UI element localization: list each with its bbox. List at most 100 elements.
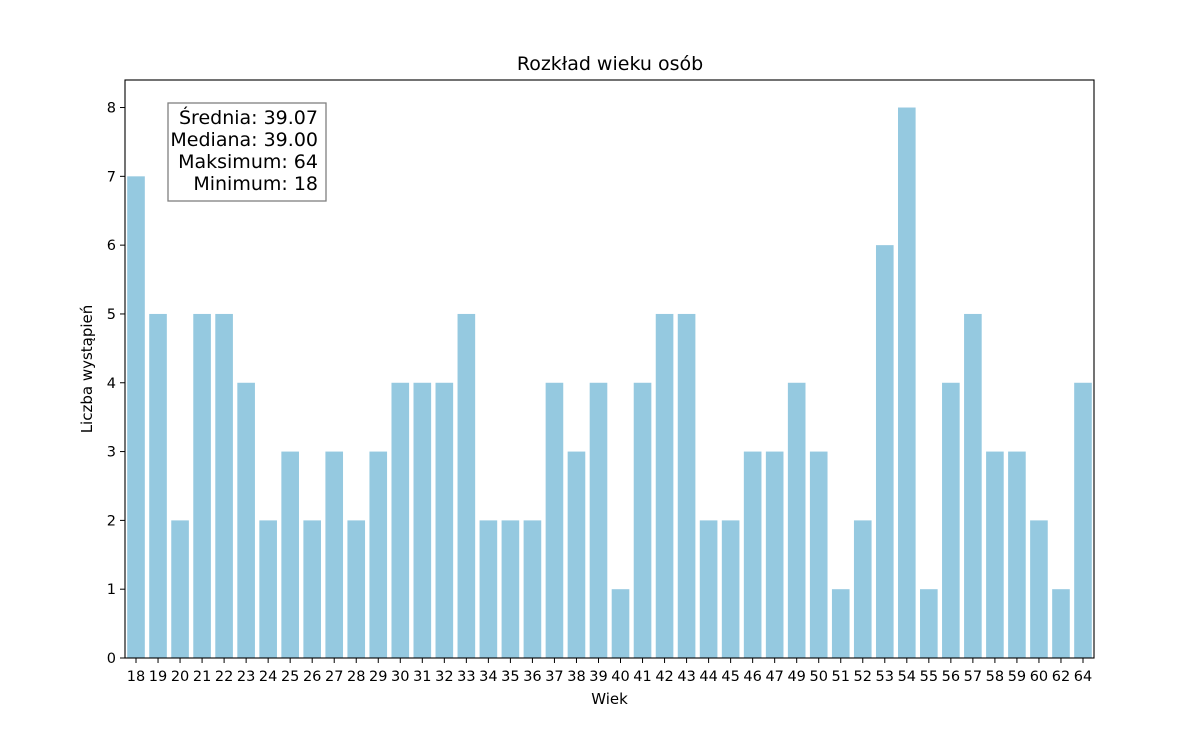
- x-tick-label: 26: [303, 669, 321, 685]
- bar-37: [545, 382, 564, 658]
- bar-36: [523, 520, 542, 658]
- x-tick-label: 46: [743, 669, 761, 685]
- stats-min: Minimum: 18: [193, 173, 318, 195]
- x-tick-label: 53: [876, 669, 894, 685]
- x-tick-label: 51: [832, 669, 850, 685]
- y-tick-label: 7: [107, 169, 116, 185]
- bar-55: [920, 589, 938, 658]
- x-tick-label: 57: [964, 669, 982, 685]
- y-tick-label: 1: [107, 582, 116, 598]
- bar-41: [633, 382, 652, 658]
- bar-39: [589, 382, 608, 658]
- x-tick-label: 37: [545, 669, 563, 685]
- x-tick-label: 64: [1074, 669, 1092, 685]
- x-tick-label: 18: [127, 669, 145, 685]
- y-axis-label: Liczba wystąpień: [78, 305, 96, 434]
- bar-26: [303, 520, 321, 658]
- x-tick-label: 52: [854, 669, 872, 685]
- bar-44: [699, 520, 718, 658]
- chart-title: Rozkład wieku osób: [517, 53, 703, 75]
- bar-27: [325, 451, 344, 658]
- x-tick-label: 42: [655, 669, 673, 685]
- x-tick-label: 56: [942, 669, 960, 685]
- x-tick-label: 58: [986, 669, 1004, 685]
- stats-mean: Średnia: 39.07: [179, 105, 318, 129]
- bar-29: [369, 451, 388, 658]
- x-axis-label: Wiek: [591, 690, 628, 708]
- stats-box: Średnia: 39.07 Mediana: 39.00 Maksimum: …: [167, 102, 327, 202]
- x-tick-label: 36: [523, 669, 541, 685]
- x-tick-label: 39: [589, 669, 607, 685]
- bar-57: [964, 313, 982, 658]
- y-tick-label: 8: [107, 101, 116, 117]
- x-tick-label: 59: [1008, 669, 1026, 685]
- x-tick-label: 22: [215, 669, 233, 685]
- y-axis-ticks: 0 1 2 3 4 5 6 7 8: [107, 101, 125, 667]
- x-tick-label: 38: [567, 669, 585, 685]
- bar-19: [149, 313, 167, 658]
- y-tick-label: 4: [107, 376, 116, 392]
- bar-20: [171, 520, 189, 658]
- bar-35: [501, 520, 520, 658]
- bar-24: [259, 520, 277, 658]
- bar-43: [677, 313, 696, 658]
- bar-59: [1008, 451, 1026, 658]
- x-tick-label: 30: [391, 669, 409, 685]
- bar-52: [853, 520, 872, 658]
- x-tick-label: 41: [633, 669, 651, 685]
- bar-23: [237, 382, 255, 658]
- x-tick-label: 50: [809, 669, 827, 685]
- bar-42: [655, 313, 674, 658]
- x-tick-label: 55: [920, 669, 938, 685]
- x-tick-label: 24: [259, 669, 277, 685]
- x-tick-label: 47: [765, 669, 783, 685]
- x-tick-label: 44: [699, 669, 717, 685]
- x-tick-label: 20: [171, 669, 189, 685]
- x-tick-label: 40: [611, 669, 629, 685]
- bar-58: [986, 451, 1004, 658]
- bar-31: [413, 382, 432, 658]
- x-tick-label: 28: [347, 669, 365, 685]
- bar-64: [1074, 382, 1092, 658]
- bar-30: [391, 382, 410, 658]
- bar-22: [215, 313, 233, 658]
- plot-frame: [124, 79, 1095, 659]
- bar-25: [281, 451, 299, 658]
- y-tick-label: 2: [107, 513, 116, 529]
- x-tick-label: 60: [1030, 669, 1048, 685]
- y-tick-label: 5: [107, 307, 116, 323]
- x-tick-label: 25: [281, 669, 299, 685]
- stats-median: Mediana: 39.00: [170, 129, 318, 151]
- bar-33: [457, 313, 476, 658]
- x-tick-label: 45: [721, 669, 739, 685]
- x-tick-label: 33: [457, 669, 475, 685]
- bar-46: [743, 451, 762, 658]
- x-tick-label: 54: [898, 669, 916, 685]
- bar-51: [831, 589, 850, 658]
- bar-54: [898, 107, 916, 658]
- bar-53: [875, 245, 894, 658]
- bar-60: [1030, 520, 1048, 658]
- x-tick-label: 21: [193, 669, 211, 685]
- stats-max: Maksimum: 64: [178, 151, 318, 173]
- bar-40: [611, 589, 630, 658]
- x-tick-label: 29: [369, 669, 387, 685]
- x-tick-label: 32: [435, 669, 453, 685]
- bar-50: [809, 451, 828, 658]
- bar-49: [787, 382, 806, 658]
- bar-18: [127, 176, 145, 658]
- bar-56: [942, 382, 960, 658]
- bar-47: [765, 451, 784, 658]
- x-tick-label: 31: [413, 669, 431, 685]
- stats-box-frame: [167, 102, 327, 202]
- x-tick-label: 62: [1052, 669, 1070, 685]
- x-tick-label: 43: [677, 669, 695, 685]
- x-axis-ticks: 18 19 20 21 22 23 24 25 26 27 28 29 30 31 32 33 34 35 36 37…: [127, 658, 1092, 685]
- bar-62: [1052, 589, 1070, 658]
- x-tick-label: 34: [479, 669, 497, 685]
- x-tick-label: 49: [787, 669, 805, 685]
- bar-34: [479, 520, 498, 658]
- bar-28: [347, 520, 366, 658]
- x-tick-label: 35: [501, 669, 519, 685]
